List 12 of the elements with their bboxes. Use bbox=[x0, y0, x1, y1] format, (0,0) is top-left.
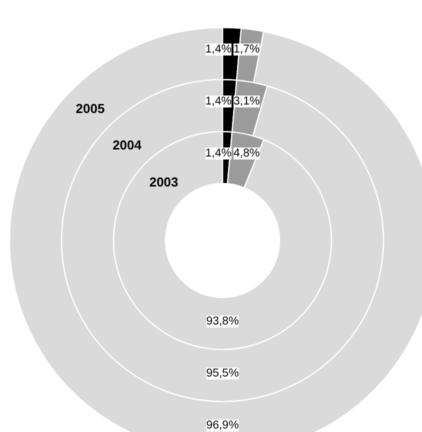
data-label: 96,9% bbox=[206, 420, 239, 432]
slice-label: 2004 bbox=[112, 138, 142, 153]
data-label: 95,5% bbox=[206, 368, 239, 380]
data-label: 4,8% bbox=[234, 148, 260, 160]
data-label: 1,4% bbox=[205, 44, 232, 56]
slice-label: 2005 bbox=[76, 100, 105, 116]
data-label: 93,8% bbox=[206, 316, 239, 328]
data-label: 1,4% bbox=[205, 96, 232, 108]
data-label: 3,1% bbox=[234, 96, 260, 108]
data-label: 1,7% bbox=[234, 44, 260, 56]
slice-label: 2003 bbox=[149, 174, 178, 190]
data-label: 1,4% bbox=[205, 148, 232, 160]
